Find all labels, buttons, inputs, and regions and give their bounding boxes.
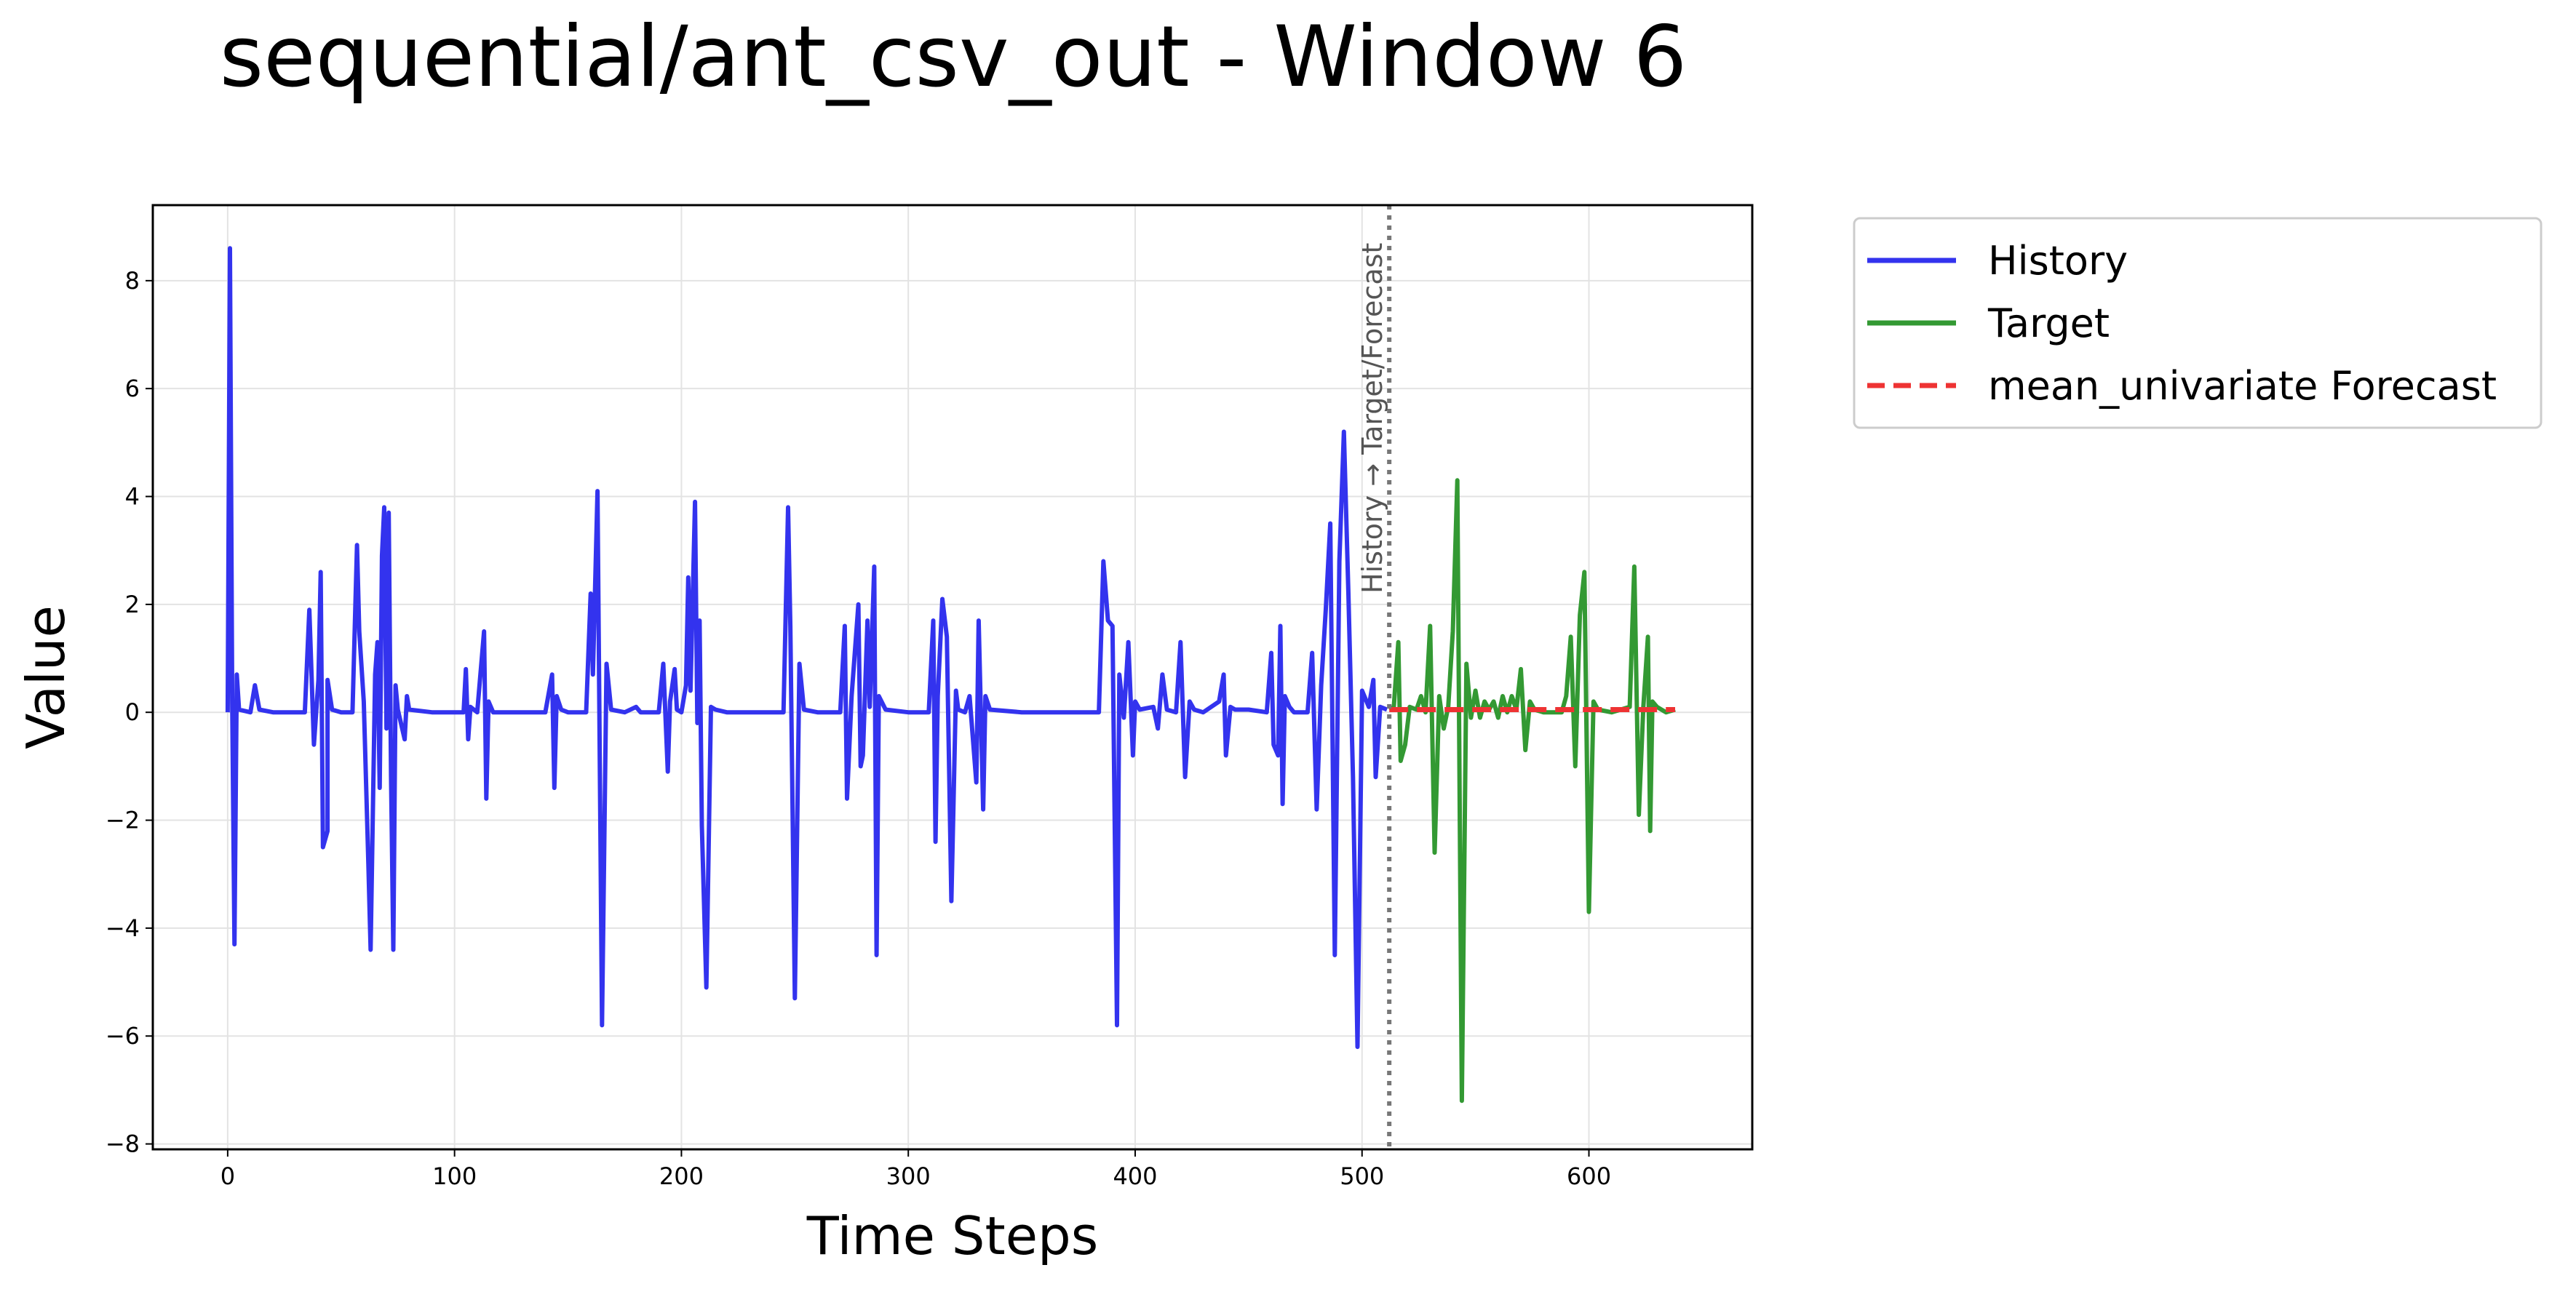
y-tick-label: −4	[106, 914, 140, 942]
y-tick-label: 8	[125, 267, 140, 295]
y-tick-label: 4	[125, 483, 140, 511]
y-tick-label: −6	[106, 1022, 140, 1050]
y-axis-label: Value	[15, 605, 76, 749]
x-tick-label: 100	[432, 1162, 477, 1190]
legend-label: mean_univariate Forecast	[1988, 363, 2497, 409]
x-tick-label: 0	[220, 1162, 235, 1190]
legend-frame	[1853, 217, 2543, 429]
series-target-line	[1388, 478, 1676, 1104]
grid	[153, 205, 1752, 1149]
x-tick-label: 600	[1567, 1162, 1611, 1190]
y-tick-label: −8	[106, 1130, 140, 1158]
legend: History Target mean_univariate Forecast	[1853, 217, 2543, 429]
y-tick-label: 2	[125, 591, 140, 618]
x-tick-label: 300	[886, 1162, 931, 1190]
x-tick-label: 400	[1113, 1162, 1157, 1190]
series-history-line	[225, 246, 1388, 1050]
divider-label: History → Target/Forecast	[1356, 243, 1388, 594]
divider: History → Target/Forecast	[1356, 205, 1392, 1149]
plot-series	[225, 246, 1676, 1104]
axis-ticks: 0 100 200 300 400 500 600 −8 −6 −4 −2 0 2 4 6 8	[106, 267, 1611, 1190]
x-tick-label: 500	[1340, 1162, 1384, 1190]
chart-title: sequential/ant_csv_out - Window 6	[220, 8, 1687, 106]
x-tick-label: 200	[659, 1162, 704, 1190]
y-tick-label: 6	[125, 375, 140, 402]
plot-frame	[151, 204, 1754, 1151]
y-tick-label: −2	[106, 807, 140, 834]
y-tick-label: 0	[125, 698, 140, 726]
legend-label: History	[1988, 238, 2128, 284]
legend-label: Target	[1987, 300, 2110, 346]
x-axis-label: Time Steps	[806, 1205, 1099, 1266]
